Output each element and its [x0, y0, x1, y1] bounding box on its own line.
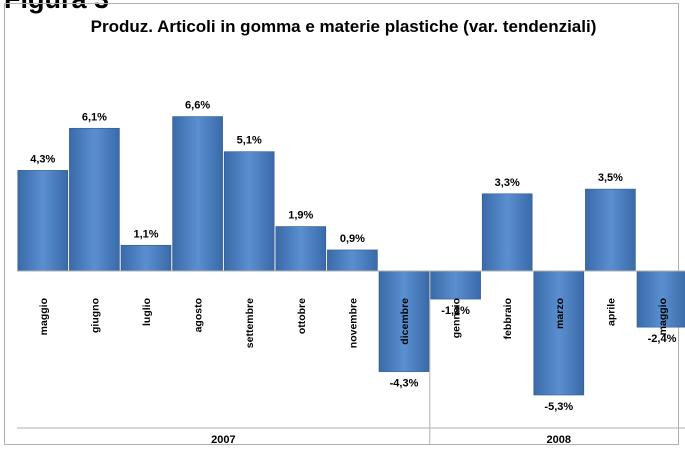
bar-10 [481, 193, 533, 272]
bar-5 [223, 151, 275, 272]
category-label-13: maggio [657, 298, 669, 335]
bar-6 [275, 226, 327, 272]
category-label-4: agosto [193, 298, 205, 332]
data-label-5: 5,1% [237, 135, 262, 147]
data-label-8: -4,3% [390, 378, 419, 390]
category-label-5: settembre [244, 298, 256, 348]
category-label-9: gennaio [451, 298, 463, 338]
data-label-3: 1,1% [133, 228, 158, 240]
bar-12 [585, 188, 636, 272]
category-label-6: ottobre [296, 298, 308, 334]
data-label-2: 6,1% [82, 111, 107, 123]
chart-area [4, 3, 679, 445]
category-label-1: maggio [38, 298, 50, 335]
category-label-10: febbraio [502, 298, 514, 339]
data-label-13: -2,4% [648, 333, 677, 345]
year-label-2008: 2008 [547, 434, 571, 446]
bar-7 [327, 249, 378, 272]
data-label-9: -1,2% [441, 305, 470, 317]
category-label-2: giugno [89, 298, 101, 333]
category-label-3: luglio [141, 298, 153, 326]
data-label-1: 4,3% [30, 153, 55, 165]
chart-title: Produz. Articoli in gomma e materie plas… [90, 17, 597, 36]
bar-11 [533, 270, 585, 396]
bar-8 [378, 270, 430, 372]
category-label-8: dicembre [399, 298, 411, 345]
data-label-10: 3,3% [495, 177, 520, 189]
data-label-6: 1,9% [288, 210, 313, 222]
data-label-11: -5,3% [544, 401, 573, 413]
data-label-7: 0,9% [340, 233, 365, 245]
bar-1 [17, 170, 69, 272]
data-label-4: 6,6% [185, 100, 210, 112]
category-label-12: aprile [605, 298, 617, 326]
bar-2 [69, 127, 120, 272]
bar-4 [172, 116, 223, 272]
year-label-2007: 2007 [211, 434, 235, 446]
data-label-12: 3,5% [598, 172, 623, 184]
category-label-7: novembre [347, 298, 359, 348]
bar-9 [430, 270, 481, 300]
category-label-11: marzo [554, 298, 566, 329]
bar-3 [120, 244, 172, 272]
